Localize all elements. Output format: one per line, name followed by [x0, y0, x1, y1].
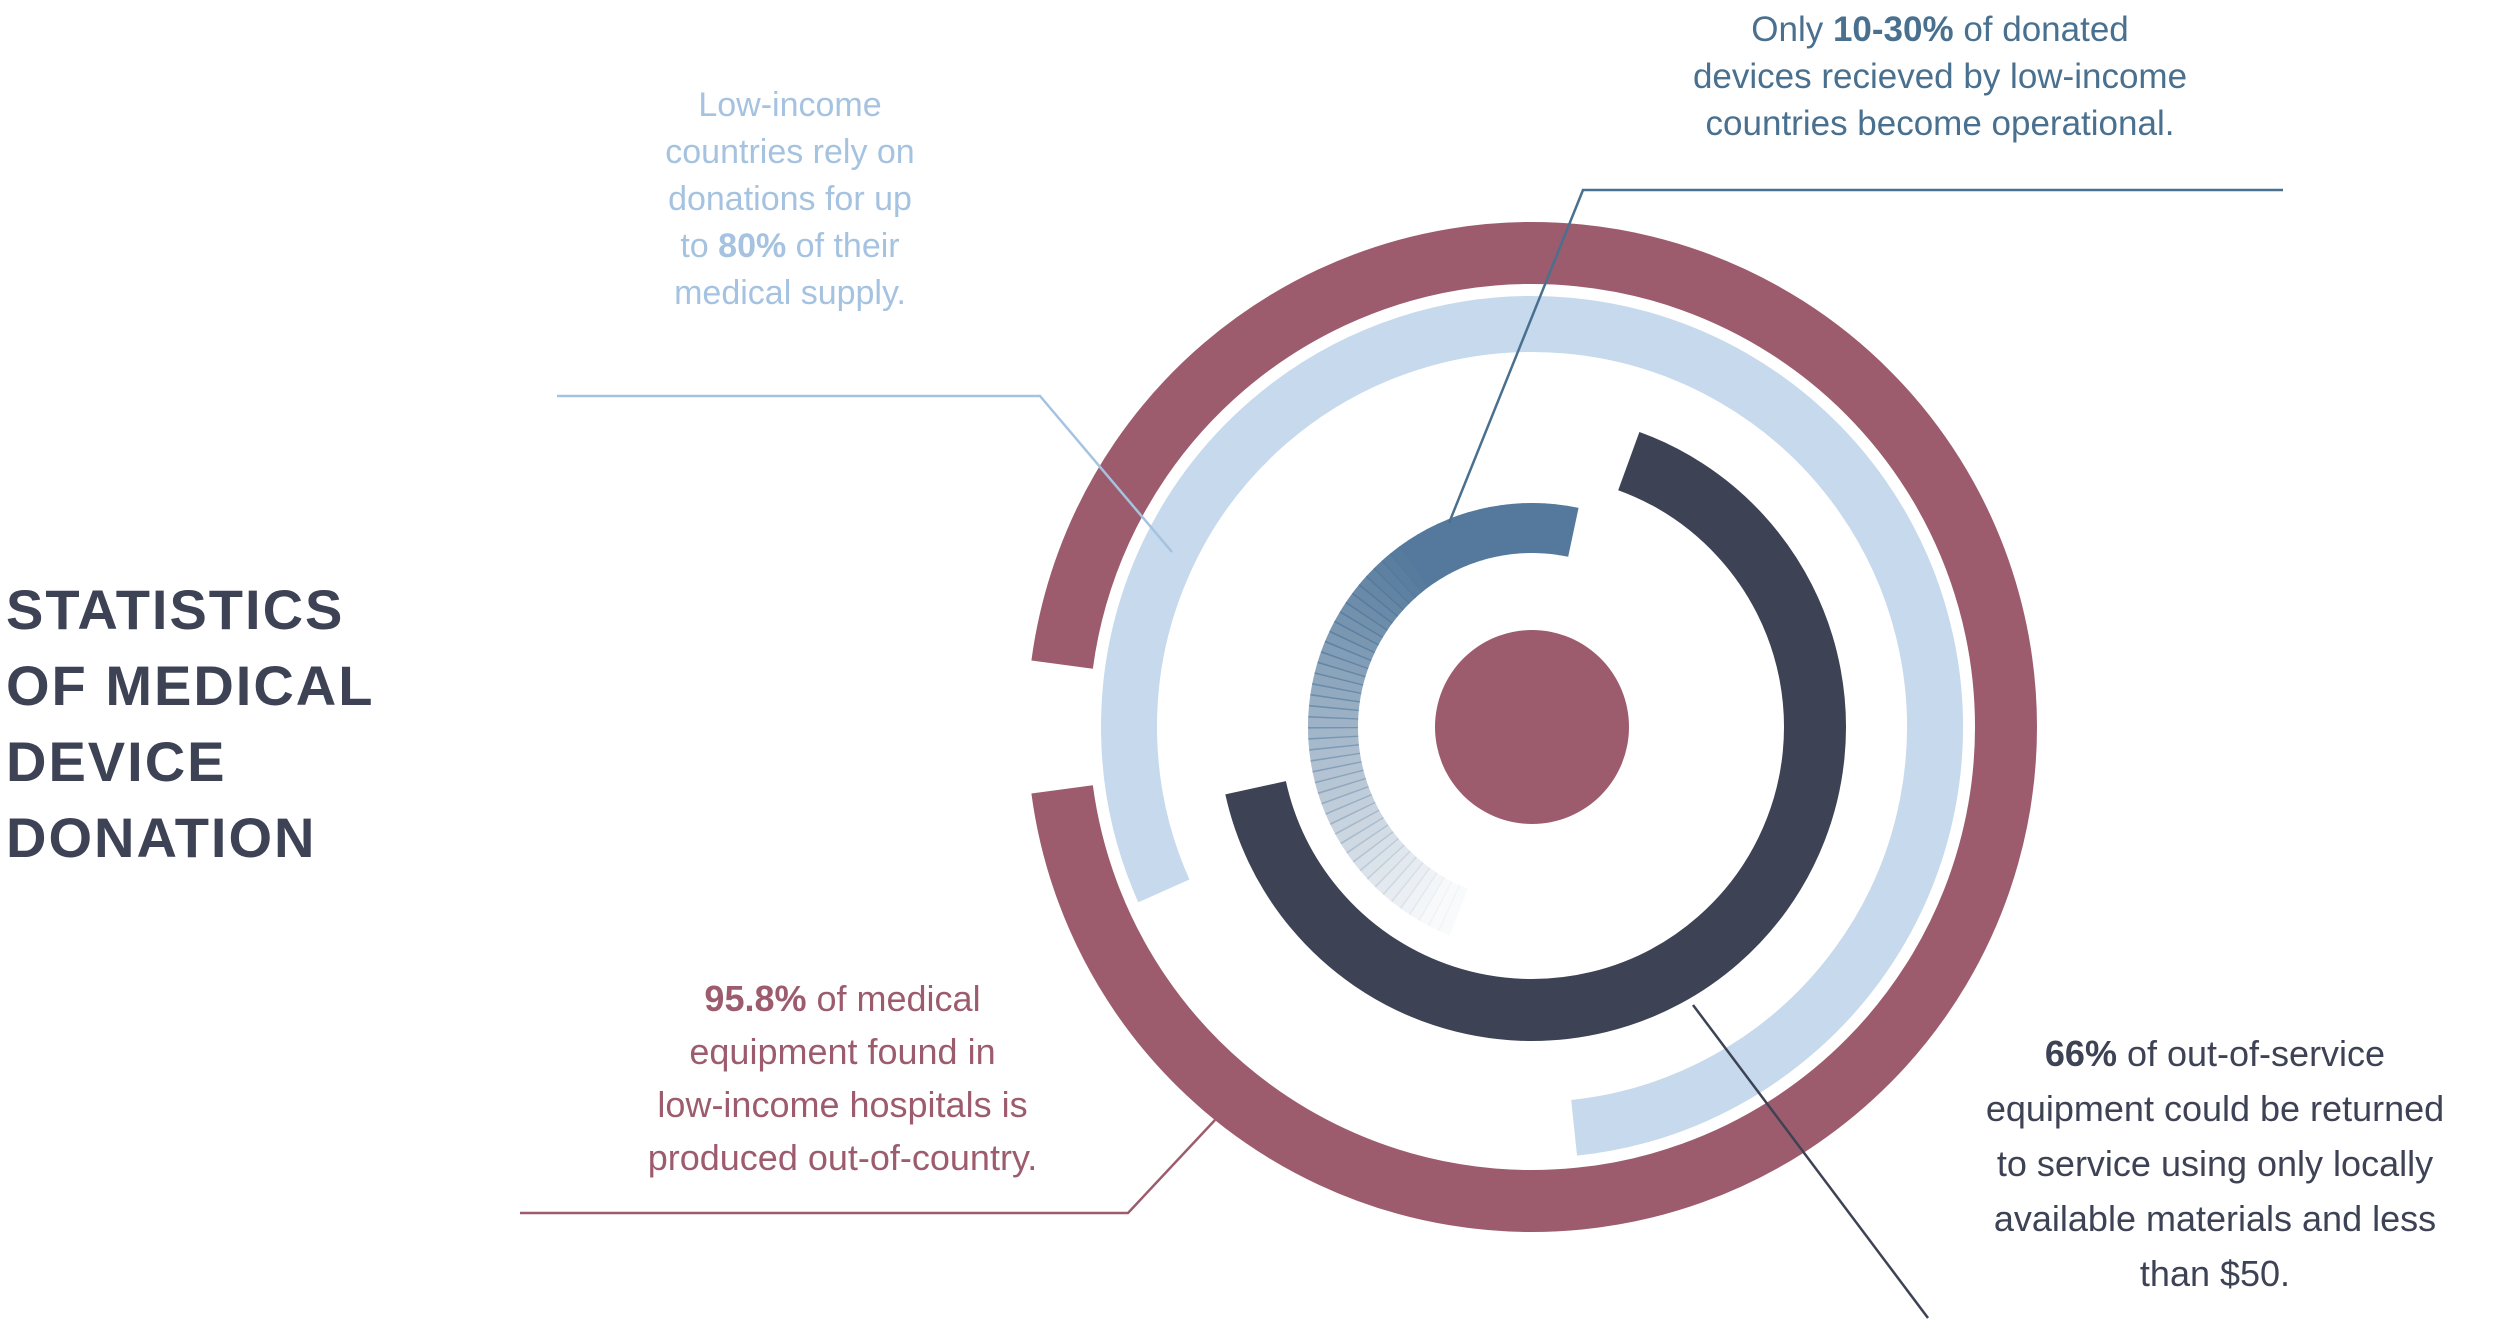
ring-segment-become-operational: [1416, 528, 1452, 578]
ring-segment-become-operational: [1407, 533, 1444, 583]
annotation-line: medical supply.: [674, 274, 906, 312]
connector-out-of-country: [520, 1119, 1216, 1215]
ring-segment-become-operational: [1320, 640, 1372, 670]
ring-segment-become-operational: [1510, 503, 1526, 554]
annotation-line: equipment found in: [689, 1031, 996, 1072]
ring-segment-become-operational: [1558, 505, 1579, 557]
ring-segment-become-operational: [1408, 872, 1445, 921]
ring-segment-become-operational: [1310, 752, 1362, 773]
ring-segment-become-operational: [1308, 693, 1360, 712]
annotation-line: to service using only locally: [1996, 1143, 2434, 1184]
ring-segment-become-operational: [1314, 661, 1366, 686]
ring-segment-become-operational: [1428, 881, 1461, 931]
annotation-line: produced out-of-country.: [647, 1137, 1038, 1178]
annotation-line: low-income hospitals is: [657, 1084, 1028, 1125]
ring-segment-become-operational: [1499, 503, 1517, 555]
annotation-donation-reliance: Low-income countries rely on donations for…: [575, 82, 1005, 317]
title-line: DEVICE: [6, 730, 227, 793]
ring-segment-become-operational: [1314, 769, 1367, 795]
title-line: DONATION: [6, 806, 317, 869]
ring-segment-become-operational: [1398, 539, 1437, 588]
ring-segment-become-operational: [1339, 601, 1388, 639]
ring-segment-become-operational: [1312, 761, 1364, 784]
annotation-line: countries rely on: [665, 133, 915, 171]
ring-segment-become-operational: [1436, 519, 1467, 570]
ring-segment-become-operational: [1317, 777, 1369, 805]
ring-segment-become-operational: [1373, 560, 1417, 605]
annotation-line: than $50.: [2139, 1253, 2291, 1294]
ring-segment-become-operational: [1381, 552, 1423, 599]
ring-segment-become-operational: [1308, 735, 1359, 751]
ring-segment-become-operational: [1345, 592, 1393, 631]
ring-segment-become-operational: [1309, 744, 1361, 762]
ring-segment-become-operational: [1365, 567, 1410, 611]
ring-segment-become-operational: [1346, 824, 1394, 863]
ring-segment-become-operational: [1382, 856, 1424, 903]
title-line: STATISTICS: [6, 578, 345, 641]
ring-segment-become-operational: [1389, 546, 1430, 593]
ring-segment-become-operational: [1478, 506, 1500, 559]
connector-donation-reliance: [557, 394, 1173, 553]
ring-segment-become-operational: [1334, 809, 1384, 845]
annotation-line: donations for up: [668, 180, 912, 218]
annotation-line: available materials and less: [1993, 1198, 2437, 1239]
title-line: OF MEDICAL: [6, 654, 375, 717]
ring-segment-become-operational: [1446, 515, 1476, 567]
ring-segment-become-operational: [1541, 503, 1557, 555]
ring-segment-become-operational: [1352, 831, 1399, 872]
ring-segment-become-operational: [1310, 682, 1362, 703]
annotation-operational-rate: Only 10-30% of donated devices recieved b…: [1595, 6, 2285, 147]
connector-return-to-service: [1692, 1004, 1929, 1319]
ring-segment-become-operational: [1351, 584, 1399, 624]
ring-segment-become-operational: [1321, 785, 1373, 815]
annotation-line: 66% of out-of-service: [2044, 1033, 2386, 1074]
ring-segment-become-operational: [1549, 504, 1568, 556]
annotation-out-of-country: 95.8% of medical equipment found in low-in…: [525, 972, 1160, 1184]
ring-segment-become-operational: [1334, 611, 1384, 646]
connector-operational-rate: [1447, 188, 2283, 524]
ring-segment-become-operational: [1374, 850, 1418, 896]
annotation-line: 95.8% of medical: [704, 978, 981, 1019]
center-circle: [1435, 630, 1629, 824]
annotation-line: Low-income: [698, 86, 882, 124]
ring-segment-become-operational: [1456, 512, 1484, 564]
ring-segment-become-operational: [1358, 575, 1404, 618]
ring-segment-become-operational: [1399, 867, 1438, 916]
ring-segment-become-operational: [1329, 801, 1380, 835]
ring-out-of-country: [1031, 222, 2037, 1232]
ring-segment-become-operational: [1340, 816, 1389, 854]
ring-segment-become-operational: [1418, 876, 1453, 927]
ring-segment-become-operational: [1359, 837, 1405, 880]
ring-segment-become-operational: [1312, 672, 1364, 695]
ring-return-to-service: [1225, 431, 1846, 1041]
annotation-return-to-service: 66% of out-of-service equipment could be …: [1905, 1026, 2500, 1301]
ring-donation-reliance: [1101, 296, 1963, 1156]
ring-segment-become-operational: [1437, 884, 1469, 936]
ring-segment-become-operational: [1366, 844, 1411, 888]
ring-segment-become-operational: [1325, 793, 1376, 825]
ring-segment-become-operational: [1426, 523, 1460, 574]
ring-segment-become-operational: [1488, 505, 1509, 557]
ring-segment-become-operational: [1391, 862, 1431, 909]
annotation-line: countries become operational.: [1705, 104, 2175, 143]
ring-segment-become-operational: [1308, 704, 1359, 720]
ring-segment-become-operational: [1329, 620, 1379, 654]
annotation-line: devices recieved by low-income: [1692, 57, 2188, 96]
annotation-line: to 80% of their: [680, 227, 900, 265]
ring-segment-become-operational: [1317, 651, 1369, 678]
annotation-line: Only 10-30% of donated: [1751, 10, 2129, 49]
ring-segment-become-operational: [1324, 630, 1376, 662]
infographic-title: STATISTICS OF MEDICAL DEVICE DONATION: [6, 572, 374, 876]
ring-segment-become-operational: [1467, 509, 1492, 561]
annotation-line: equipment could be returned: [1985, 1088, 2445, 1129]
